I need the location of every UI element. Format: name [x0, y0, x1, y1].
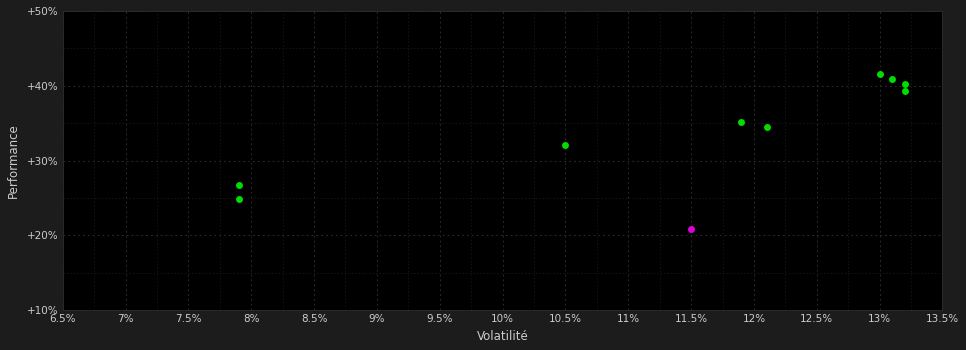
- Point: [683, 226, 698, 232]
- Point: [557, 142, 573, 148]
- Point: [231, 196, 246, 202]
- Y-axis label: Performance: Performance: [7, 123, 20, 198]
- Point: [897, 88, 913, 94]
- Point: [733, 119, 749, 125]
- X-axis label: Volatilité: Volatilité: [476, 330, 528, 343]
- Point: [872, 71, 888, 77]
- Point: [759, 124, 775, 130]
- Point: [885, 76, 900, 82]
- Point: [231, 182, 246, 187]
- Point: [897, 81, 913, 86]
